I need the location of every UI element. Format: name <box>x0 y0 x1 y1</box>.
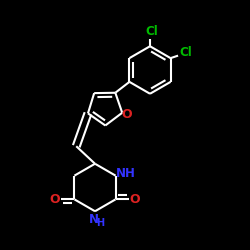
Text: N: N <box>89 213 99 226</box>
Text: NH: NH <box>116 166 136 179</box>
Text: Cl: Cl <box>145 25 158 38</box>
Text: O: O <box>130 193 140 206</box>
Text: H: H <box>96 218 104 228</box>
Text: Cl: Cl <box>180 46 192 59</box>
Text: O: O <box>50 193 60 206</box>
Text: O: O <box>122 108 132 120</box>
